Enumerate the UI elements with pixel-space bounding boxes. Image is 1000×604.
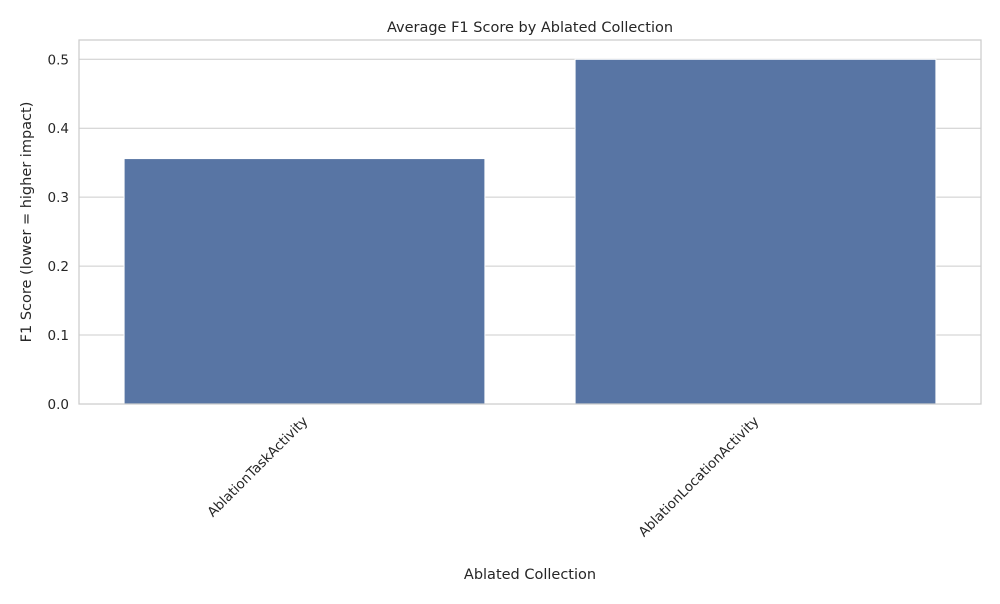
x-tick-label: AblationLocationActivity (636, 414, 763, 541)
y-tick-label: 0.0 (48, 397, 69, 413)
x-tick-labels: AblationTaskActivity AblationLocationActi… (204, 414, 762, 541)
y-tick-label: 0.4 (48, 121, 69, 137)
y-tick-labels: 0.0 0.1 0.2 0.3 0.4 0.5 (48, 52, 69, 413)
x-axis-label: Ablated Collection (464, 567, 596, 583)
bar-ablationlocationactivity (574, 58, 937, 405)
bar-ablationtaskactivity (123, 158, 486, 405)
y-tick-label: 0.3 (48, 190, 69, 206)
plot-frame (78, 39, 982, 405)
y-axis-label: F1 Score (lower = higher impact) (19, 102, 35, 343)
y-tick-label: 0.5 (48, 52, 69, 68)
y-tick-label: 0.1 (48, 328, 69, 344)
bars (123, 58, 937, 405)
x-tick-label: AblationTaskActivity (204, 414, 311, 521)
y-tick-label: 0.2 (48, 259, 69, 275)
chart-title: Average F1 Score by Ablated Collection (387, 20, 673, 36)
